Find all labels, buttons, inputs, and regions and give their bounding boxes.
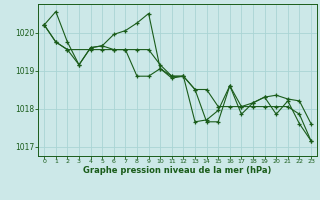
X-axis label: Graphe pression niveau de la mer (hPa): Graphe pression niveau de la mer (hPa): [84, 166, 272, 175]
